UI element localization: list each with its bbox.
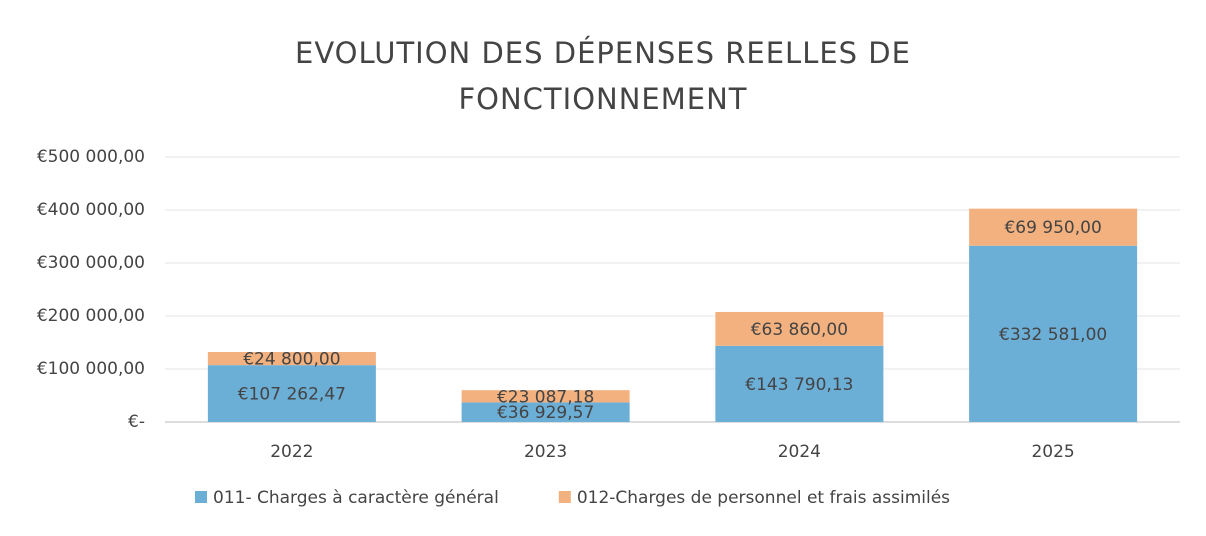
bar-segment: [207, 352, 376, 366]
data-label: €107 262,47: [238, 385, 346, 405]
y-tick-label: €500 000,00: [37, 147, 145, 167]
data-label: €63 860,00: [751, 320, 848, 340]
y-tick-label: €-: [128, 412, 145, 432]
data-label: €69 950,00: [1004, 218, 1101, 238]
data-label: €332 581,00: [999, 325, 1107, 345]
bar-segment: [715, 345, 884, 422]
data-label: €23 087,18: [497, 387, 594, 407]
legend-label: 011- Charges à caractère général: [213, 488, 499, 508]
bar-segment: [715, 311, 884, 346]
legend-swatch: [195, 491, 207, 503]
legend-label: 012-Charges de personnel et frais assimi…: [577, 488, 950, 508]
x-tick-label: 2025: [1031, 442, 1074, 462]
y-tick-label: €400 000,00: [37, 200, 145, 220]
bar-segment: [969, 208, 1138, 246]
x-tick-label: 2022: [270, 442, 313, 462]
legend-swatch: [558, 491, 571, 503]
bar-segment: [207, 365, 376, 422]
bar-segment: [461, 390, 630, 403]
x-tick-label: 2023: [524, 442, 567, 462]
data-label: €143 790,13: [745, 375, 853, 395]
chart-title: EVOLUTION DES DÉPENSES REELLES DE FONCTI…: [295, 36, 911, 116]
bar-segment: [969, 245, 1138, 422]
y-tick-label: €300 000,00: [37, 253, 145, 273]
bar-segment: [461, 402, 630, 422]
y-tick-label: €100 000,00: [37, 359, 145, 379]
x-tick-label: 2024: [778, 442, 821, 462]
y-tick-label: €200 000,00: [37, 306, 145, 326]
data-label: €24 800,00: [243, 350, 340, 370]
data-label: €36 929,57: [497, 403, 594, 423]
